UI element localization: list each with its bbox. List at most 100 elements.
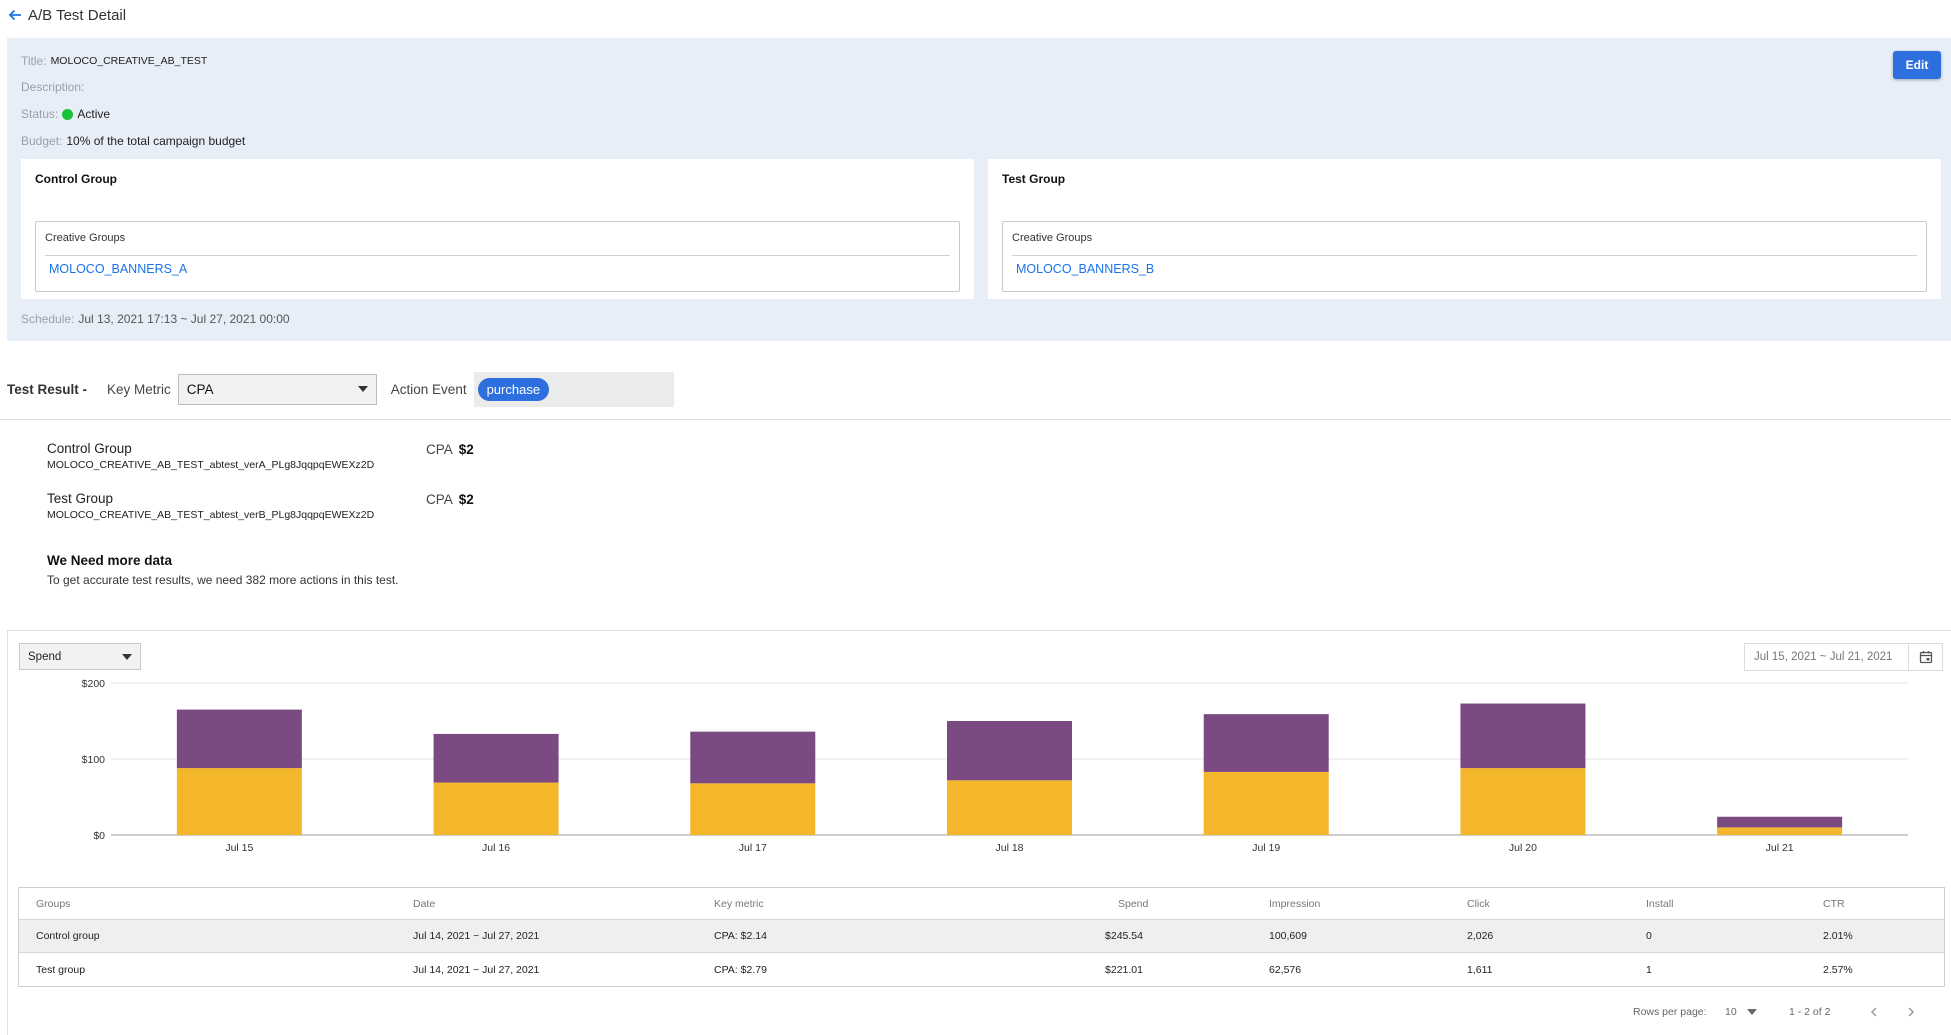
test-result-controls: Test Result - Key Metric CPA Action Even… — [7, 371, 674, 407]
pagination-range-text: 1 - 2 of 2 — [1789, 1006, 1831, 1018]
title-row: Title: MOLOCO_CREATIVE_AB_TEST — [21, 54, 207, 68]
date-range-text: Jul 15, 2021 ~ Jul 21, 2021 — [1754, 651, 1893, 663]
bar-segment-series-2[interactable] — [1717, 816, 1843, 828]
test-creative-groups-box: Creative Groups MOLOCO_BANNERS_B — [1002, 221, 1927, 292]
test-result-metric: CPA $2 — [426, 492, 474, 507]
cell-click: 2,026 — [1467, 930, 1494, 942]
pagination-range: 1 - 2 of 2 — [1789, 1002, 1830, 1022]
action-event-field[interactable]: purchase — [473, 371, 674, 407]
test-result-title: Test Result - — [7, 381, 88, 397]
chevron-right-icon[interactable] — [1905, 1002, 1917, 1022]
date-range-picker[interactable]: Jul 15, 2021 ~ Jul 21, 2021 — [1744, 643, 1943, 671]
cell-date: Jul 14, 2021 ~ Jul 27, 2021 — [413, 963, 540, 976]
metric-label: CPA — [426, 492, 453, 507]
column-header-click: Click — [1467, 897, 1490, 910]
column-header-groups: Groups — [36, 897, 71, 910]
bar-segment-series-2[interactable] — [1203, 714, 1329, 772]
bar-segment-series-1[interactable] — [690, 783, 816, 835]
control-group-card: Control Group Creative Groups MOLOCO_BAN… — [21, 159, 974, 299]
key-metric-value: CPA — [186, 381, 214, 397]
divider — [1012, 255, 1917, 256]
bar-segment-series-1[interactable] — [176, 768, 302, 835]
control-result-metric: CPA $2 — [426, 442, 474, 457]
y-tick-label: $100 — [82, 754, 106, 766]
key-metric-select[interactable]: CPA — [177, 373, 377, 405]
calendar-icon[interactable] — [1908, 644, 1942, 670]
control-creative-groups-box: Creative Groups MOLOCO_BANNERS_A — [35, 221, 960, 292]
creative-group-link[interactable]: MOLOCO_BANNERS_B — [1016, 262, 1155, 276]
cell-ctr: 2.57% — [1823, 963, 1853, 976]
caret-down-icon — [122, 653, 132, 660]
status-row: Status: Active — [21, 107, 110, 121]
description-label: Description: — [21, 80, 85, 94]
bar-segment-series-2[interactable] — [947, 721, 1072, 781]
test-group-card: Test Group Creative Groups MOLOCO_BANNER… — [988, 159, 1941, 299]
need-more-data-description: To get accurate test results, we need 38… — [47, 573, 399, 587]
edit-button[interactable]: Edit — [1893, 51, 1941, 79]
column-header-ctr: CTR — [1823, 897, 1845, 910]
caret-down-icon — [1746, 1009, 1757, 1015]
table-row: Control group Jul 14, 2021 ~ Jul 27, 2021… — [19, 920, 1944, 953]
rows-per-page-label: Rows per page: — [1633, 1006, 1707, 1018]
cell-impression: 100,609 — [1269, 930, 1307, 942]
section-divider — [0, 419, 1951, 420]
bar-segment-series-1[interactable] — [1203, 771, 1329, 835]
test-result-name: Test Group — [47, 491, 114, 506]
action-event-chip[interactable]: purchase — [477, 377, 550, 401]
spend-bar-chart: $0 $100 $200 Jul 15 Jul 16 Jul 17 Jul 18 Jul 19… — [82, 678, 1908, 854]
chart-card: Spend Jul 15, 2021 ~ Jul 21, 2021 $0 $100… — [7, 630, 1951, 1035]
bar-segment-series-2[interactable] — [1460, 703, 1586, 769]
cell-install: 0 — [1646, 930, 1652, 942]
schedule-label: Schedule: — [21, 312, 75, 326]
page-title: A/B Test Detail — [28, 6, 127, 24]
bar-segment-series-1[interactable] — [1460, 768, 1586, 835]
groups-table: Groups Date Key metric Spend Impression Click… — [18, 887, 1945, 987]
bar-segment-series-1[interactable] — [947, 780, 1072, 835]
test-result: Test Group MOLOCO_CREATIVE_AB_TEST_abtes… — [47, 491, 374, 521]
table-header-row: Groups Date Key metric Spend Impression Click… — [19, 888, 1944, 920]
page-header: A/B Test Detail — [0, 0, 126, 30]
schedule-row: Schedule: Jul 13, 2021 17:13 ~ Jul 27, 2… — [21, 312, 290, 326]
status-label: Status: — [21, 107, 59, 121]
bar-segment-series-2[interactable] — [433, 733, 559, 783]
cell-key-metric: CPA: $2.14 — [714, 930, 767, 942]
arrow-left-icon[interactable] — [6, 6, 24, 24]
creative-group-link[interactable]: MOLOCO_BANNERS_A — [49, 262, 188, 276]
chart-metric-value: Spend — [28, 650, 62, 663]
rows-per-page: Rows per page: — [1633, 1002, 1707, 1022]
x-tick-label: Jul 18 — [995, 842, 1023, 854]
test-group-title: Test Group — [1002, 172, 1066, 186]
cell-impression: 62,576 — [1269, 963, 1302, 976]
x-tick-label: Jul 19 — [1252, 842, 1280, 854]
column-header-spend: Spend — [1118, 897, 1149, 910]
status-dot — [62, 108, 74, 120]
column-header-key-metric: Key metric — [714, 897, 764, 910]
bar-segment-series-1[interactable] — [1717, 827, 1843, 835]
bar-segment-series-1[interactable] — [433, 782, 559, 835]
cell-click: 1,611 — [1467, 963, 1493, 976]
bar-segment-series-2[interactable] — [176, 709, 302, 769]
table-row: Test group Jul 14, 2021 ~ Jul 27, 2021 CPA… — [19, 953, 1944, 986]
description-row: Description: — [21, 80, 88, 94]
metric-value: $2 — [458, 442, 474, 457]
chart-metric-select[interactable]: Spend — [19, 643, 141, 670]
title-label: Title: — [21, 54, 47, 68]
chevron-left-icon[interactable] — [1868, 1002, 1880, 1022]
cell-spend: $245.54 — [1105, 930, 1143, 942]
rows-per-page-select[interactable]: 10 — [1725, 1002, 1757, 1022]
budget-value: 10% of the total campaign budget — [66, 134, 246, 148]
cell-key-metric: CPA: $2.79 — [714, 963, 767, 976]
divider — [45, 255, 950, 256]
schedule-value: Jul 13, 2021 17:13 ~ Jul 27, 2021 00:00 — [78, 312, 290, 326]
control-group-title: Control Group — [35, 172, 117, 186]
x-tick-label: Jul 16 — [482, 842, 510, 854]
cell-ctr: 2.01% — [1823, 930, 1853, 942]
budget-label: Budget: — [21, 134, 63, 148]
test-info-panel: Title: MOLOCO_CREATIVE_AB_TEST Descripti… — [7, 38, 1951, 341]
control-result-name: Control Group — [47, 441, 132, 456]
bar-segment-series-2[interactable] — [690, 731, 816, 784]
rows-per-page-value: 10 — [1725, 1006, 1737, 1018]
key-metric-label: Key Metric — [107, 381, 171, 397]
x-tick-label: Jul 17 — [739, 842, 767, 854]
cell-date: Jul 14, 2021 ~ Jul 27, 2021 — [413, 930, 540, 942]
